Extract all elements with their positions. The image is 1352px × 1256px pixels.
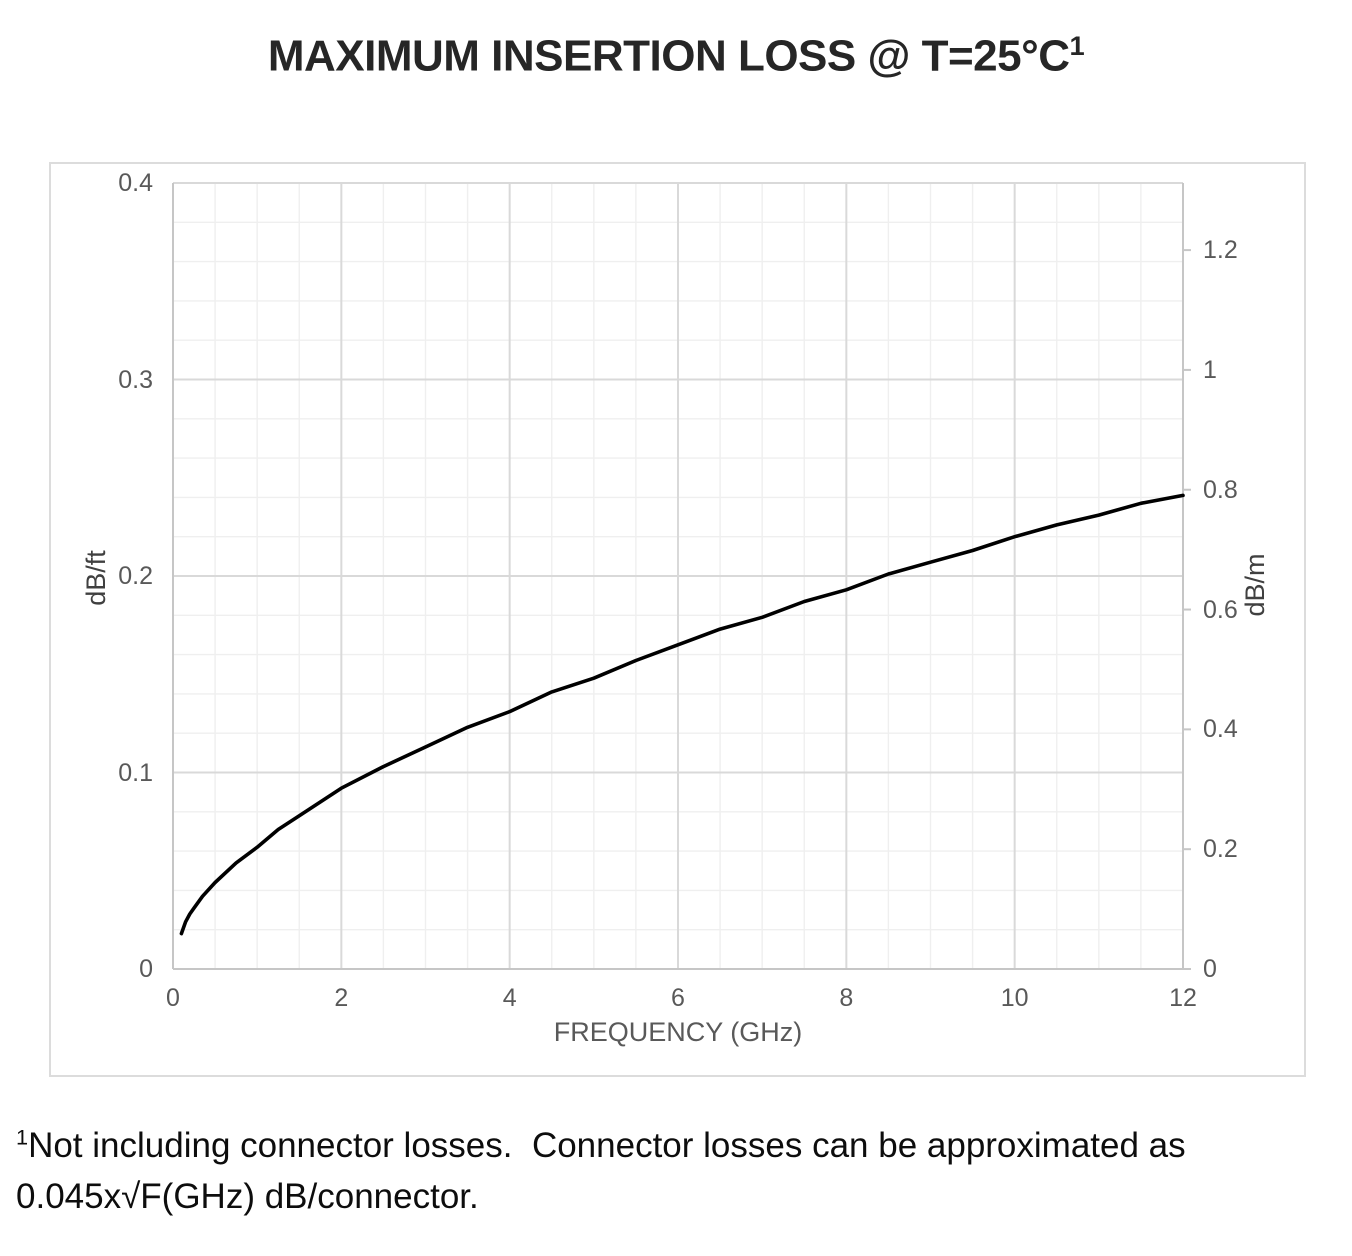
x-tick-label: 0 <box>166 984 180 1012</box>
y-right-tick-label: 1.2 <box>1203 236 1238 265</box>
y-left-tick-label: 0 <box>139 955 153 983</box>
y-right-tick-label: 0.4 <box>1203 715 1238 744</box>
chart-container: dB/ft 0 2 4 6 8 10 12 0.4 0.3 0.2 0.1 0 1.2 1 0.8 0.6… <box>49 162 1306 1077</box>
y-axis-title-right: dB/m <box>1240 553 1270 617</box>
x-axis-title: FREQUENCY (GHz) <box>553 1017 803 1047</box>
x-tick-label: 6 <box>671 984 685 1012</box>
y-right-tick-label: 0.6 <box>1203 595 1238 624</box>
y-left-tick-label: 0.3 <box>118 365 153 394</box>
footnote-text: Not including connector losses. Connecto… <box>16 1126 1186 1217</box>
insertion-loss-curve <box>179 493 1185 936</box>
y-left-tick-label: 0.2 <box>118 562 153 590</box>
x-tick-label: 12 <box>1169 984 1197 1012</box>
y-left-tick-label: 0.4 <box>118 169 153 197</box>
x-tick-label: 2 <box>334 984 349 1012</box>
chart-title: MAXIMUM INSERTION LOSS @ T=25°C1 <box>0 30 1352 82</box>
footnote-marker: 1 <box>16 1124 29 1150</box>
y-right-tick-label: 1 <box>1203 355 1217 384</box>
chart-title-footnote-marker: 1 <box>1069 30 1085 61</box>
x-tick-label: 10 <box>1000 984 1029 1012</box>
x-tick-label: 4 <box>502 984 517 1012</box>
y-right-tick-label: 0 <box>1203 955 1217 983</box>
y-right-tick-label: 0.2 <box>1203 835 1238 864</box>
footnote: 1Not including connector losses. Connect… <box>16 1120 1346 1223</box>
chart-title-text: MAXIMUM INSERTION LOSS @ T=25°C <box>267 31 1070 81</box>
plot-area <box>172 182 1191 970</box>
x-tick-label: 8 <box>839 984 854 1012</box>
y-left-tick-label: 0.1 <box>118 758 153 787</box>
y-right-tick-label: 0.8 <box>1203 475 1238 504</box>
